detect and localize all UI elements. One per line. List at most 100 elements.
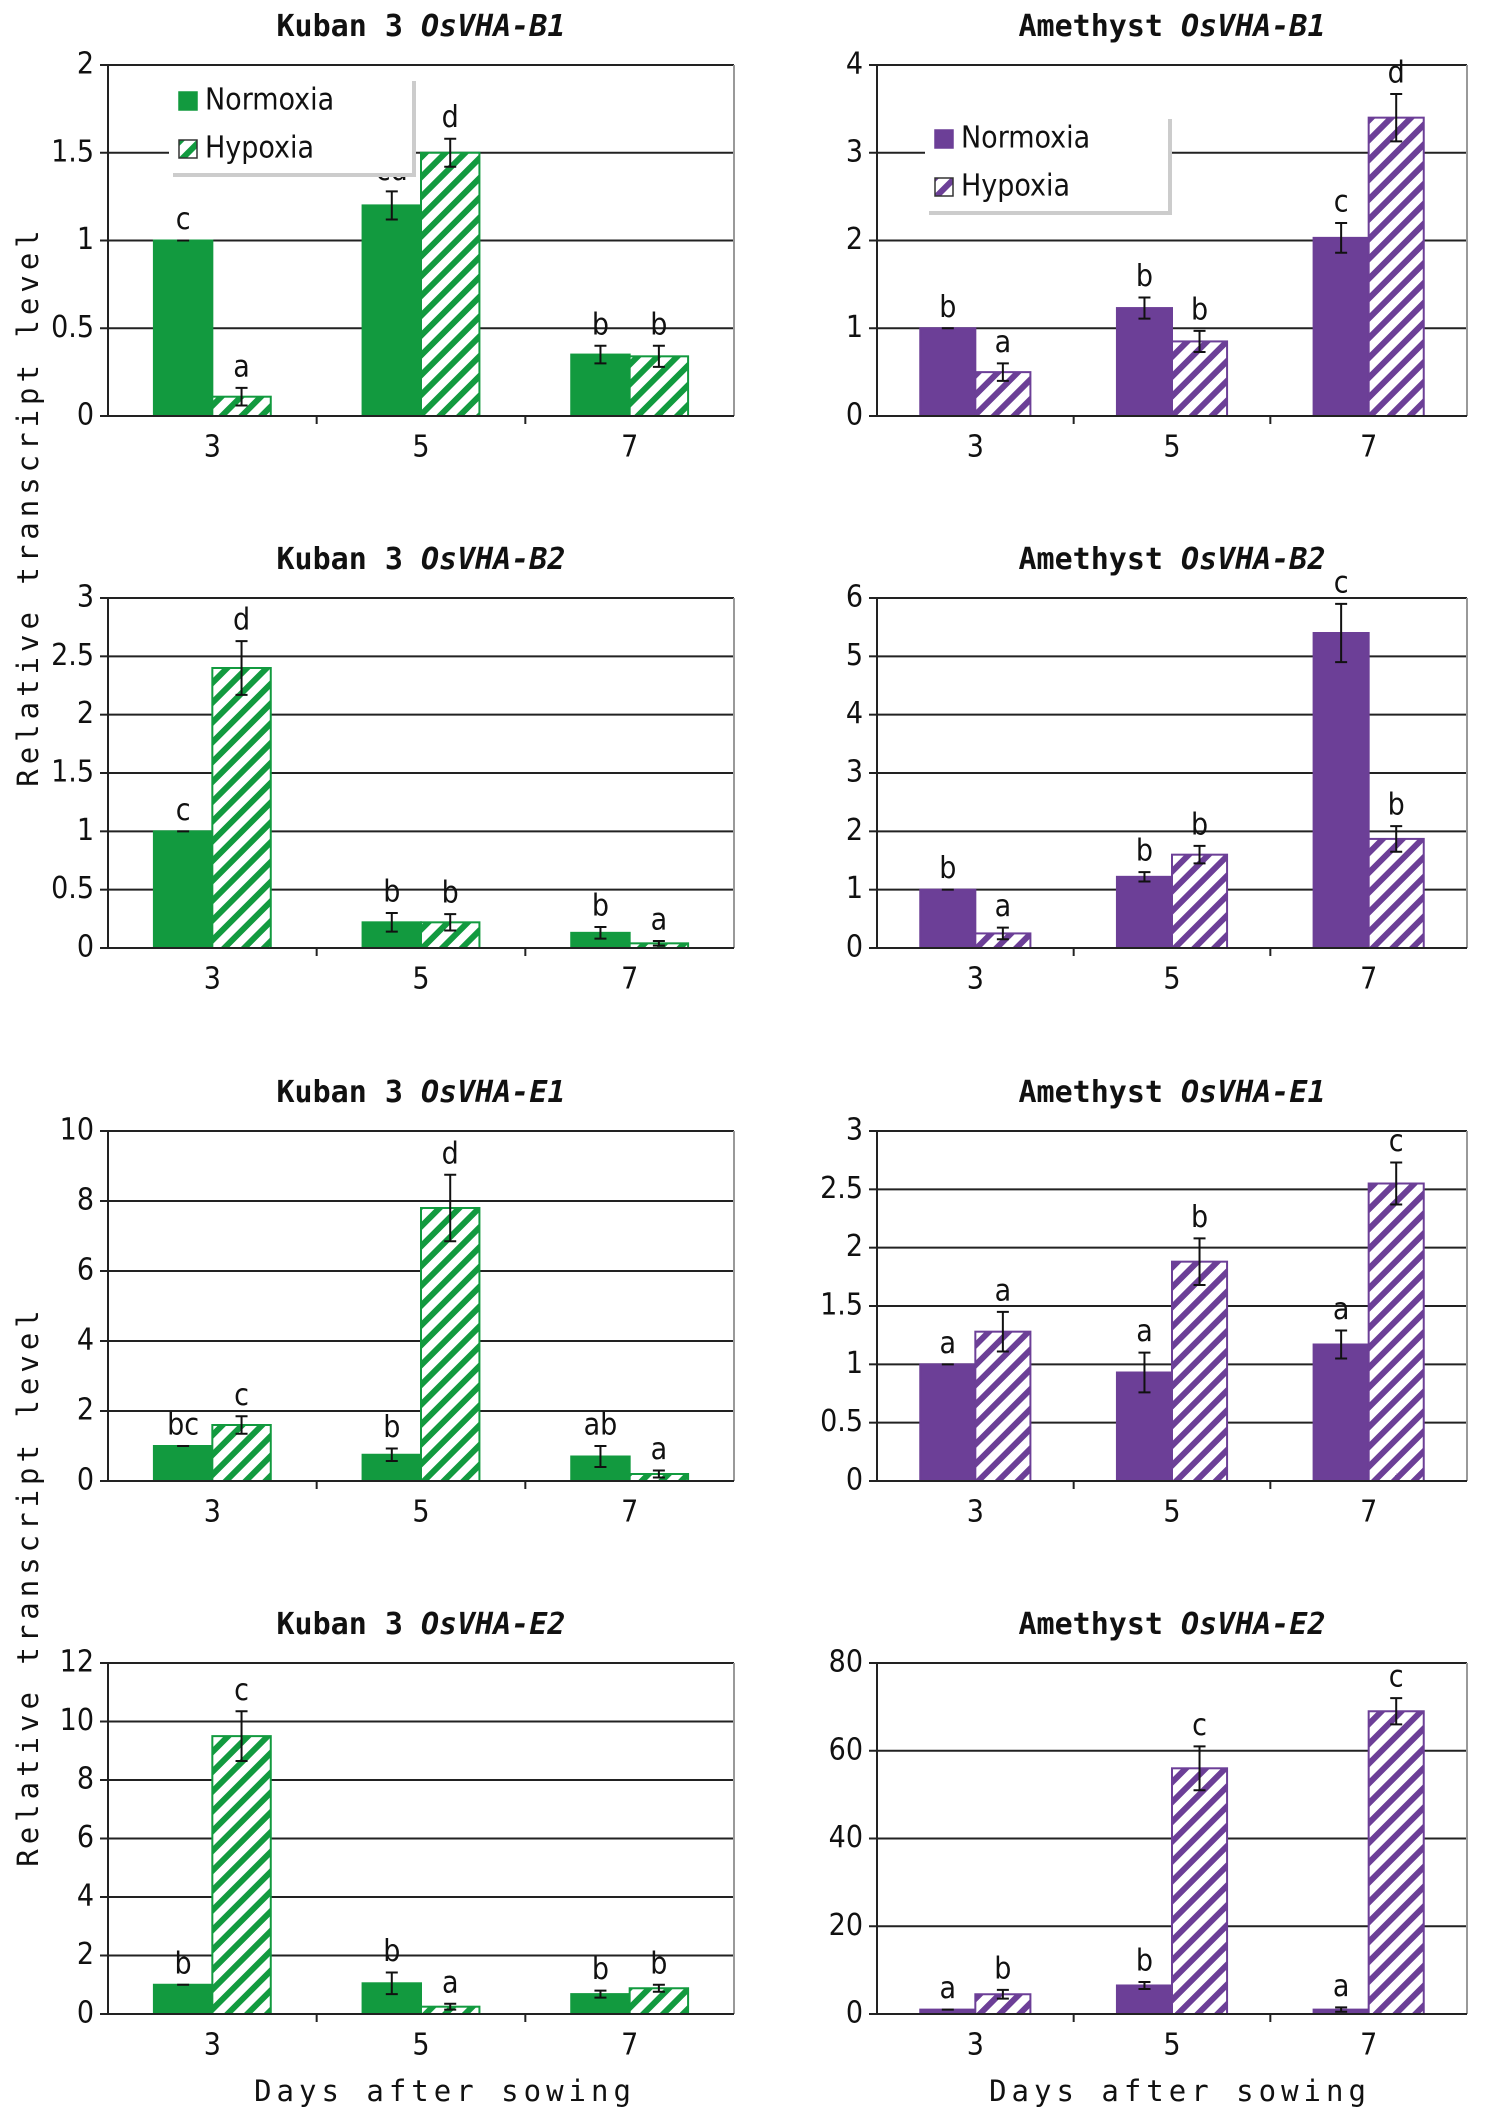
x-tick-label: 3 <box>204 430 221 465</box>
y-tick-label: 3 <box>846 134 863 169</box>
legend-label: Normoxia <box>205 83 334 118</box>
y-tick-label: 0 <box>77 398 94 433</box>
x-tick-label: 5 <box>412 962 429 997</box>
significance-label: a <box>651 903 668 938</box>
y-tick-label: 4 <box>77 1879 94 1914</box>
y-tick-label: 8 <box>77 1762 94 1797</box>
bar <box>1171 1767 1229 2016</box>
error-bar <box>594 1445 607 1468</box>
bar <box>1312 1343 1370 1482</box>
error-bar <box>996 926 1009 941</box>
bar <box>420 1207 481 1482</box>
bar <box>1312 632 1370 949</box>
y-axis-label: Relative transcript level <box>11 225 45 787</box>
bar <box>1171 853 1229 950</box>
y-tick-label: 3 <box>77 580 94 615</box>
significance-label: b <box>592 307 609 342</box>
significance-label: a <box>1136 1314 1153 1349</box>
y-tick-label: 10 <box>60 1113 94 1148</box>
significance-label: c <box>1389 1124 1404 1159</box>
legend-label: Normoxia <box>961 121 1090 156</box>
x-tick-label: 7 <box>621 2028 638 2063</box>
chart-title-part: Amethyst <box>1018 9 1163 44</box>
x-tick-label: 5 <box>412 2028 429 2063</box>
y-tick-label: 8 <box>77 1183 94 1218</box>
y-tick-label: 2 <box>77 1937 94 1972</box>
chart-title: Amethyst OsVHA-E1 <box>1018 1075 1325 1110</box>
error-bar <box>1390 825 1403 853</box>
significance-label: c <box>1334 565 1349 600</box>
significance-label: b <box>383 1410 400 1445</box>
error-bar <box>1390 1697 1403 1726</box>
bar <box>420 151 481 417</box>
y-tick-label: 4 <box>77 1323 94 1358</box>
error-bar <box>1193 1745 1206 1792</box>
chart-title: Kuban 3 OsVHA-E2 <box>277 1607 566 1642</box>
significance-label: b <box>1191 807 1208 842</box>
y-tick-label: 12 <box>60 1645 94 1680</box>
significance-label: b <box>650 1946 667 1981</box>
bar <box>1115 875 1174 949</box>
significance-label: b <box>1136 834 1153 869</box>
y-tick-label: 3 <box>846 755 863 790</box>
chart-title-part: OsVHA-B2 <box>421 542 566 577</box>
chart-title-part: Kuban 3 <box>277 9 403 44</box>
chart-title-part: OsVHA-B1 <box>1181 9 1326 44</box>
error-bar <box>652 1469 665 1479</box>
significance-label: c <box>234 1673 249 1708</box>
x-tick-label: 5 <box>412 1495 429 1530</box>
chart-title-part: OsVHA-B1 <box>421 9 566 44</box>
significance-label: b <box>939 851 956 886</box>
x-tick-label: 7 <box>1360 962 1377 997</box>
legend <box>925 115 1168 211</box>
y-tick-label: 4 <box>846 696 863 731</box>
significance-label: a <box>651 1432 668 1467</box>
y-tick-label: 2 <box>846 813 863 848</box>
y-tick-label: 0 <box>77 1996 94 2031</box>
bar <box>361 204 422 417</box>
error-bar <box>1138 1351 1151 1394</box>
error-bar <box>1335 2006 1348 2013</box>
x-tick-label: 3 <box>204 2028 221 2063</box>
y-tick-label: 0.5 <box>51 310 94 345</box>
y-tick-label: 1 <box>846 310 863 345</box>
legend-swatch <box>178 91 198 111</box>
y-tick-label: 6 <box>77 1253 94 1288</box>
y-tick-label: 1.5 <box>820 1288 863 1323</box>
x-axis-label: Days after sowing <box>254 2074 636 2108</box>
error-bar <box>996 1988 1009 2000</box>
x-tick-label: 5 <box>1163 2028 1180 2063</box>
error-bar <box>996 1310 1009 1353</box>
error-bar <box>385 912 398 933</box>
significance-label: b <box>1388 788 1405 823</box>
legend <box>169 77 412 173</box>
bar <box>1171 340 1229 418</box>
x-tick-label: 7 <box>1360 2028 1377 2063</box>
error-bar <box>235 386 248 407</box>
x-tick-label: 3 <box>204 962 221 997</box>
y-tick-label: 80 <box>829 1645 863 1680</box>
significance-label: a <box>940 1971 957 2006</box>
significance-label: a <box>442 1965 459 2000</box>
chart-title-part: Amethyst <box>1018 1075 1163 1110</box>
chart-title: Kuban 3 OsVHA-B1 <box>277 9 566 44</box>
significance-label: d <box>233 603 250 638</box>
y-tick-label: 2 <box>77 47 94 82</box>
x-tick-label: 7 <box>1360 1495 1377 1530</box>
significance-label: b <box>383 875 400 910</box>
significance-label: a <box>940 1326 957 1361</box>
chart-title: Amethyst OsVHA-E2 <box>1018 1607 1325 1642</box>
chart-title-part: OsVHA-E1 <box>421 1075 566 1110</box>
y-tick-label: 4 <box>846 47 863 82</box>
y-tick-label: 0.5 <box>820 1404 863 1439</box>
significance-label: d <box>1388 55 1405 90</box>
significance-label: b <box>650 307 667 342</box>
y-tick-label: 0 <box>846 398 863 433</box>
y-tick-label: 0 <box>77 930 94 965</box>
significance-label: ab <box>584 1408 618 1443</box>
error-bar <box>996 362 1009 382</box>
bar <box>1115 307 1174 418</box>
error-bar <box>594 344 607 365</box>
bar <box>1171 1260 1229 1482</box>
